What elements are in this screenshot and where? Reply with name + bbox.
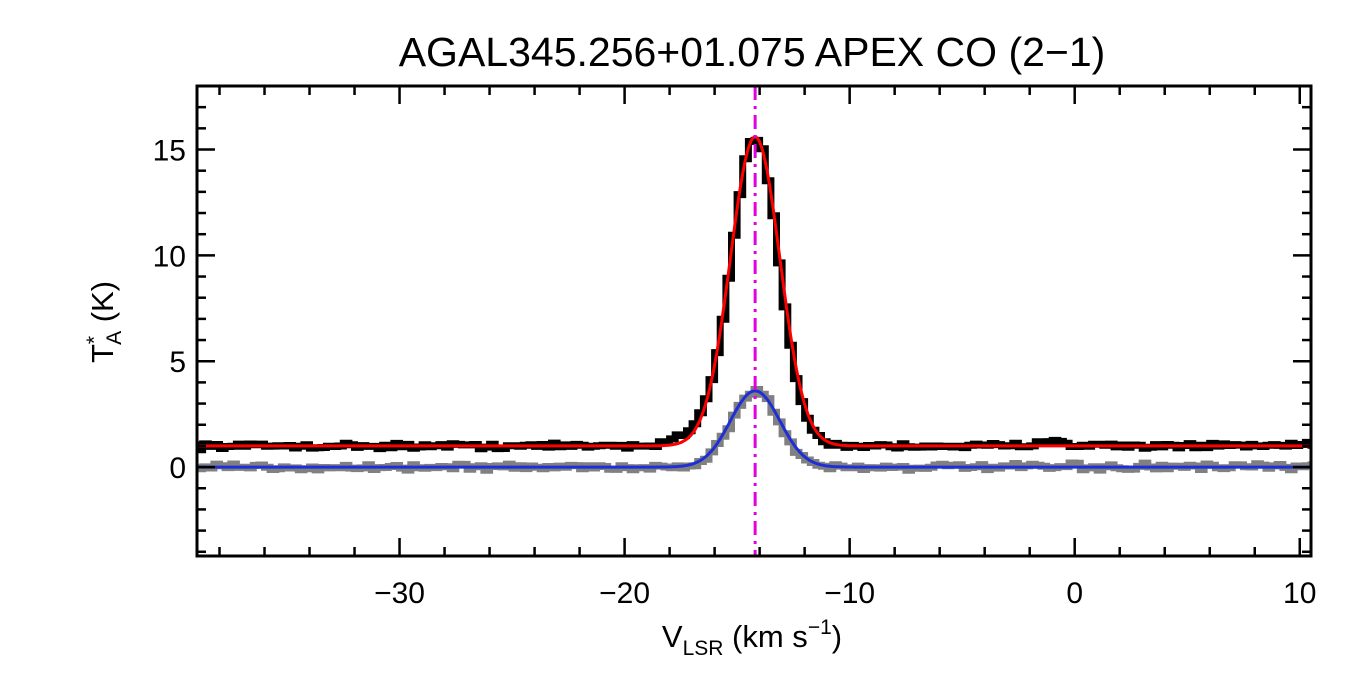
y-tick-label: 5 [169, 346, 186, 379]
gaussian-fit-line-3 [197, 389, 1311, 469]
x-axis-label-superscript: −1 [808, 616, 832, 639]
y-axis-label: T*A (K) [83, 281, 126, 363]
y-tick-label: 15 [153, 135, 186, 168]
x-tick-label: 0 [1066, 577, 1083, 610]
y-axis-label-subscript: A [103, 331, 126, 345]
spectrum-histogram-1 [197, 386, 1311, 474]
x-tick-label: −20 [599, 577, 650, 610]
y-axis-label-superscript: * [83, 336, 106, 344]
y-tick-label: 10 [153, 240, 186, 273]
y-tick-label: 0 [169, 452, 186, 485]
x-tick-label: −10 [824, 577, 875, 610]
spectrum-histogram-0 [197, 136, 1311, 454]
y-axis-label-unit: (K) [85, 281, 120, 331]
x-axis-label-unit-end: ) [832, 619, 842, 654]
x-axis-label-subscript: LSR [683, 637, 724, 660]
plot-frame [195, 84, 1313, 558]
x-axis-label: VLSR (km s−1) [662, 616, 842, 660]
series-layer [197, 86, 1311, 556]
x-axis-label-unit: (km s [723, 619, 807, 654]
axes-layer: −30 −20 −10 0 10 0 5 10 15 [153, 84, 1316, 610]
chart-title: AGAL345.256+01.075 APEX CO (2−1) [399, 29, 1106, 75]
y-axis-label-main: T [85, 344, 120, 363]
x-axis-label-main: V [662, 619, 683, 654]
x-tick-label: 10 [1283, 577, 1316, 610]
x-tick-label: −30 [374, 577, 425, 610]
